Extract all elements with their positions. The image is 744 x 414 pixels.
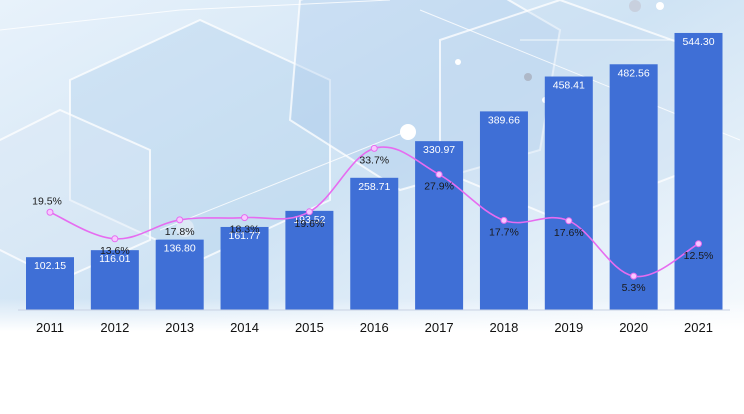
bar-value-label: 193.52 bbox=[293, 214, 325, 226]
x-tick-label: 2021 bbox=[684, 320, 713, 335]
growth-point-2018 bbox=[500, 216, 508, 224]
percent-label: 19.6% bbox=[295, 218, 325, 230]
growth-point-2011 bbox=[46, 208, 54, 216]
growth-point-2014 bbox=[241, 214, 249, 222]
x-tick-label: 2019 bbox=[554, 320, 583, 335]
x-tick-label: 2018 bbox=[489, 320, 518, 335]
bar-value-label: 116.01 bbox=[99, 253, 130, 265]
percent-label: 17.6% bbox=[554, 227, 584, 239]
growth-point-2013 bbox=[176, 216, 184, 224]
x-tick-label: 2012 bbox=[100, 320, 129, 335]
bar-2019 bbox=[544, 76, 593, 310]
x-tick-label: 2020 bbox=[619, 320, 648, 335]
bar-value-label: 136.80 bbox=[164, 243, 196, 255]
bar-labels-group: 102.15 116.01 136.80 161.77 193.52 258.71 330.… bbox=[34, 36, 715, 272]
bar-2013 bbox=[155, 239, 204, 310]
x-tick-label: 2011 bbox=[36, 320, 64, 335]
growth-point-2015 bbox=[305, 208, 313, 216]
bar-value-label: 258.71 bbox=[358, 181, 390, 193]
x-tick-label: 2015 bbox=[295, 320, 324, 335]
bar-value-label: 389.66 bbox=[488, 114, 520, 126]
growth-point-2017 bbox=[435, 170, 443, 178]
x-tick-label: 2017 bbox=[425, 320, 454, 335]
x-tick-label: 2016 bbox=[360, 320, 389, 335]
growth-point-2019 bbox=[565, 217, 573, 225]
bar-2021 bbox=[674, 32, 723, 310]
bar-2018 bbox=[479, 111, 528, 310]
bars-group bbox=[26, 32, 723, 311]
bar-2011 bbox=[26, 257, 74, 310]
percent-label: 17.7% bbox=[489, 226, 519, 238]
percent-label: 27.9% bbox=[424, 180, 454, 192]
growth-point-2012 bbox=[111, 235, 119, 243]
bar-value-label: 458.41 bbox=[553, 80, 585, 92]
x-tick-label: 2014 bbox=[230, 320, 259, 335]
percent-label: 18.3% bbox=[230, 224, 260, 236]
percent-label: 12.5% bbox=[684, 250, 714, 262]
percent-label: 33.7% bbox=[359, 154, 389, 166]
growth-line-group bbox=[46, 144, 702, 280]
percent-label: 17.8% bbox=[165, 226, 195, 238]
bar-2014 bbox=[220, 226, 269, 310]
bar-value-label: 544.30 bbox=[682, 36, 714, 48]
bar-value-label: 482.56 bbox=[618, 67, 650, 79]
bar-2016 bbox=[350, 177, 399, 310]
percent-labels-group: 19.5% 13.6% 17.8% 18.3% 19.6% 33.7% 27.9% 17.7%… bbox=[32, 154, 713, 294]
growth-point-2016 bbox=[370, 144, 378, 152]
bar-2020 bbox=[609, 64, 658, 311]
bar-value-label: 102.15 bbox=[34, 260, 66, 272]
bar-2017 bbox=[415, 141, 464, 310]
bar-2012 bbox=[90, 250, 139, 310]
bar-2015 bbox=[285, 210, 334, 310]
bar-value-label: 330.97 bbox=[423, 144, 455, 156]
growth-point-2020 bbox=[630, 272, 638, 280]
percent-label: 13.6% bbox=[100, 245, 130, 257]
growth-point-2021 bbox=[695, 240, 702, 248]
percent-label: 19.5% bbox=[32, 195, 62, 207]
bar-value-label: 161.77 bbox=[228, 230, 260, 242]
percent-label: 5.3% bbox=[622, 282, 646, 294]
x-tick-label: 2013 bbox=[165, 320, 194, 335]
x-tick-labels-group: 2011 2012 2013 2014 2015 2016 2017 2018 2019 2020… bbox=[36, 320, 713, 335]
